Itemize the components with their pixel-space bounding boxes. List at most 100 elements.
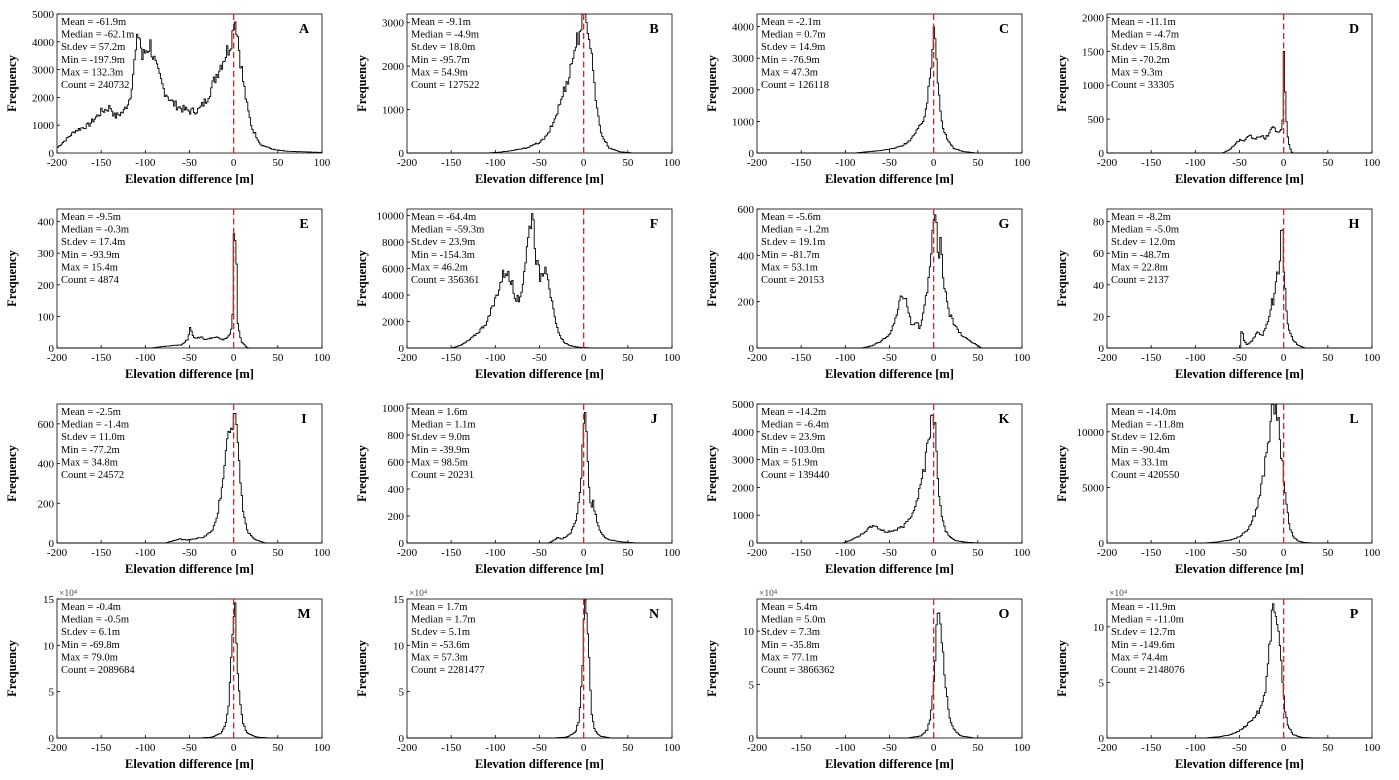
x-tick-label: -200 — [397, 742, 418, 754]
y-axis-label: Frequency — [355, 444, 369, 501]
y-tick-label: 0 — [749, 343, 755, 355]
x-tick-label: 100 — [664, 547, 681, 559]
stats-line: Count = 126118 — [761, 80, 829, 91]
x-tick-label: 100 — [1014, 742, 1031, 754]
y-tick-label: 2000 — [382, 61, 405, 73]
x-tick-label: 100 — [1364, 352, 1381, 364]
x-tick-label: 50 — [1322, 742, 1334, 754]
x-tick-label: -50 — [182, 742, 197, 754]
x-tick-label: 0 — [1281, 157, 1287, 169]
x-tick-label: 100 — [1014, 352, 1031, 364]
x-tick-label: 100 — [1014, 547, 1031, 559]
x-tick-label: 0 — [1281, 742, 1287, 754]
y-tick-label: 0 — [49, 343, 55, 355]
panel-letter: F — [650, 217, 659, 232]
y-tick-label: 4000 — [732, 427, 755, 439]
y-tick-label: 0 — [1099, 538, 1105, 550]
panel-letter: A — [299, 22, 310, 37]
axes-box — [56, 598, 323, 739]
stats-line: Count = 127522 — [411, 80, 479, 91]
y-tick-label: 10 — [1093, 622, 1105, 634]
y-axis-label: Frequency — [705, 639, 719, 696]
x-tick-label: -100 — [135, 157, 156, 169]
panel-letter: O — [999, 607, 1010, 622]
stats-line: Min = -76.9m — [761, 55, 820, 66]
y-tick-label: 400 — [388, 484, 405, 496]
stats-line: Mean = -0.4m — [61, 602, 121, 613]
stats-line: Count = 139440 — [761, 470, 829, 481]
y-tick-label: 4000 — [32, 37, 55, 49]
x-axis-label: Elevation difference [m] — [475, 367, 604, 381]
x-tick-label: -150 — [791, 547, 812, 559]
stats-line: Min = -39.9m — [411, 445, 470, 456]
x-tick-label: -50 — [182, 547, 197, 559]
y-tick-label: 5 — [49, 687, 55, 699]
y-tick-label: 3000 — [382, 18, 405, 30]
y-tick-label: 500 — [1088, 114, 1105, 126]
axes-box — [1106, 598, 1373, 739]
x-axis-label: Elevation difference [m] — [475, 562, 604, 576]
x-tick-label: -100 — [485, 352, 506, 364]
stats-line: Count = 356361 — [411, 275, 479, 286]
y-tick-label: 600 — [38, 419, 55, 431]
y-axis-label: Frequency — [705, 54, 719, 111]
x-axis-label: Elevation difference [m] — [1175, 367, 1304, 381]
x-tick-label: -150 — [441, 157, 462, 169]
stats-line: Count = 2089684 — [61, 665, 135, 676]
stats-line: Min = -93.9m — [61, 250, 120, 261]
panel-f: -200 -150 -100 -50 0 50 100 0 2000 4000 6000 8000 10… — [355, 208, 681, 381]
stats-line: Min = -149.6m — [1111, 640, 1175, 651]
stats-line: Max = 132.3m — [61, 67, 123, 78]
x-tick-label: -50 — [532, 157, 547, 169]
x-tick-label: -50 — [532, 742, 547, 754]
stats-line: Median = -1.4m — [61, 420, 129, 431]
stats-line: Max = 57.3m — [411, 652, 468, 663]
histogram-line — [407, 599, 672, 739]
stats-line: Max = 47.3m — [761, 67, 818, 78]
panel-h: -200 -150 -100 -50 0 50 100 0 20 40 60 80 Mean = -8.… — [1055, 208, 1381, 381]
y-tick-label: 1000 — [1082, 80, 1105, 92]
panel-m: -200 -150 -100 -50 0 50 100 0 5 10 15 ×10⁴ Mean = -0… — [5, 589, 331, 771]
x-tick-label: -100 — [835, 352, 856, 364]
stats-line: Median = -4.9m — [411, 30, 479, 41]
panel-k: -200 -150 -100 -50 0 50 1000100020003000400050… — [705, 399, 1031, 576]
y-tick-label: 400 — [38, 217, 55, 229]
x-tick-label: 0 — [581, 352, 587, 364]
panel-p: -200 -150 -100 -50 0 50 100 0 5 10 ×10⁴ Mean = -11.… — [1055, 589, 1381, 771]
stats-line: Min = -197.9m — [61, 55, 125, 66]
stats-line: Mean = -9.1m — [411, 17, 471, 28]
stats-line: Max = 51.9m — [761, 457, 818, 468]
stats-line: Max = 74.4m — [1111, 652, 1168, 663]
stats-line: St.dev = 15.8m — [1111, 42, 1175, 53]
y-tick-label: 200 — [388, 511, 405, 523]
y-axis-label: Frequency — [5, 54, 19, 111]
stats-line: Median = -6.4m — [761, 420, 829, 431]
x-tick-label: 50 — [1322, 352, 1334, 364]
x-tick-label: -50 — [182, 157, 197, 169]
x-tick-label: 50 — [1322, 547, 1334, 559]
x-axis-label: Elevation difference [m] — [1175, 757, 1304, 771]
x-tick-label: -100 — [135, 547, 156, 559]
axes-box — [406, 598, 673, 739]
y-tick-label: 2000 — [732, 85, 755, 97]
y-tick-label: 0 — [49, 148, 55, 160]
x-tick-label: -100 — [135, 352, 156, 364]
axes-box — [56, 13, 323, 154]
y-tick-label: 400 — [38, 459, 55, 471]
y-tick-label: 10000 — [377, 211, 405, 223]
stats-line: Mean = -9.5m — [61, 212, 121, 223]
y-tick-label: 0 — [399, 733, 405, 745]
x-tick-label: 100 — [1364, 157, 1381, 169]
histogram-line — [1107, 403, 1372, 544]
panel-letter: K — [999, 412, 1010, 427]
x-tick-label: -150 — [91, 157, 112, 169]
x-tick-label: 100 — [314, 157, 331, 169]
x-tick-label: 100 — [314, 352, 331, 364]
stats-line: Median = 1.7m — [411, 615, 476, 626]
y-tick-label: 0 — [749, 733, 755, 745]
stats-line: Count = 20153 — [761, 275, 824, 286]
y-tick-label: 200 — [38, 280, 55, 292]
x-tick-label: 50 — [622, 157, 634, 169]
